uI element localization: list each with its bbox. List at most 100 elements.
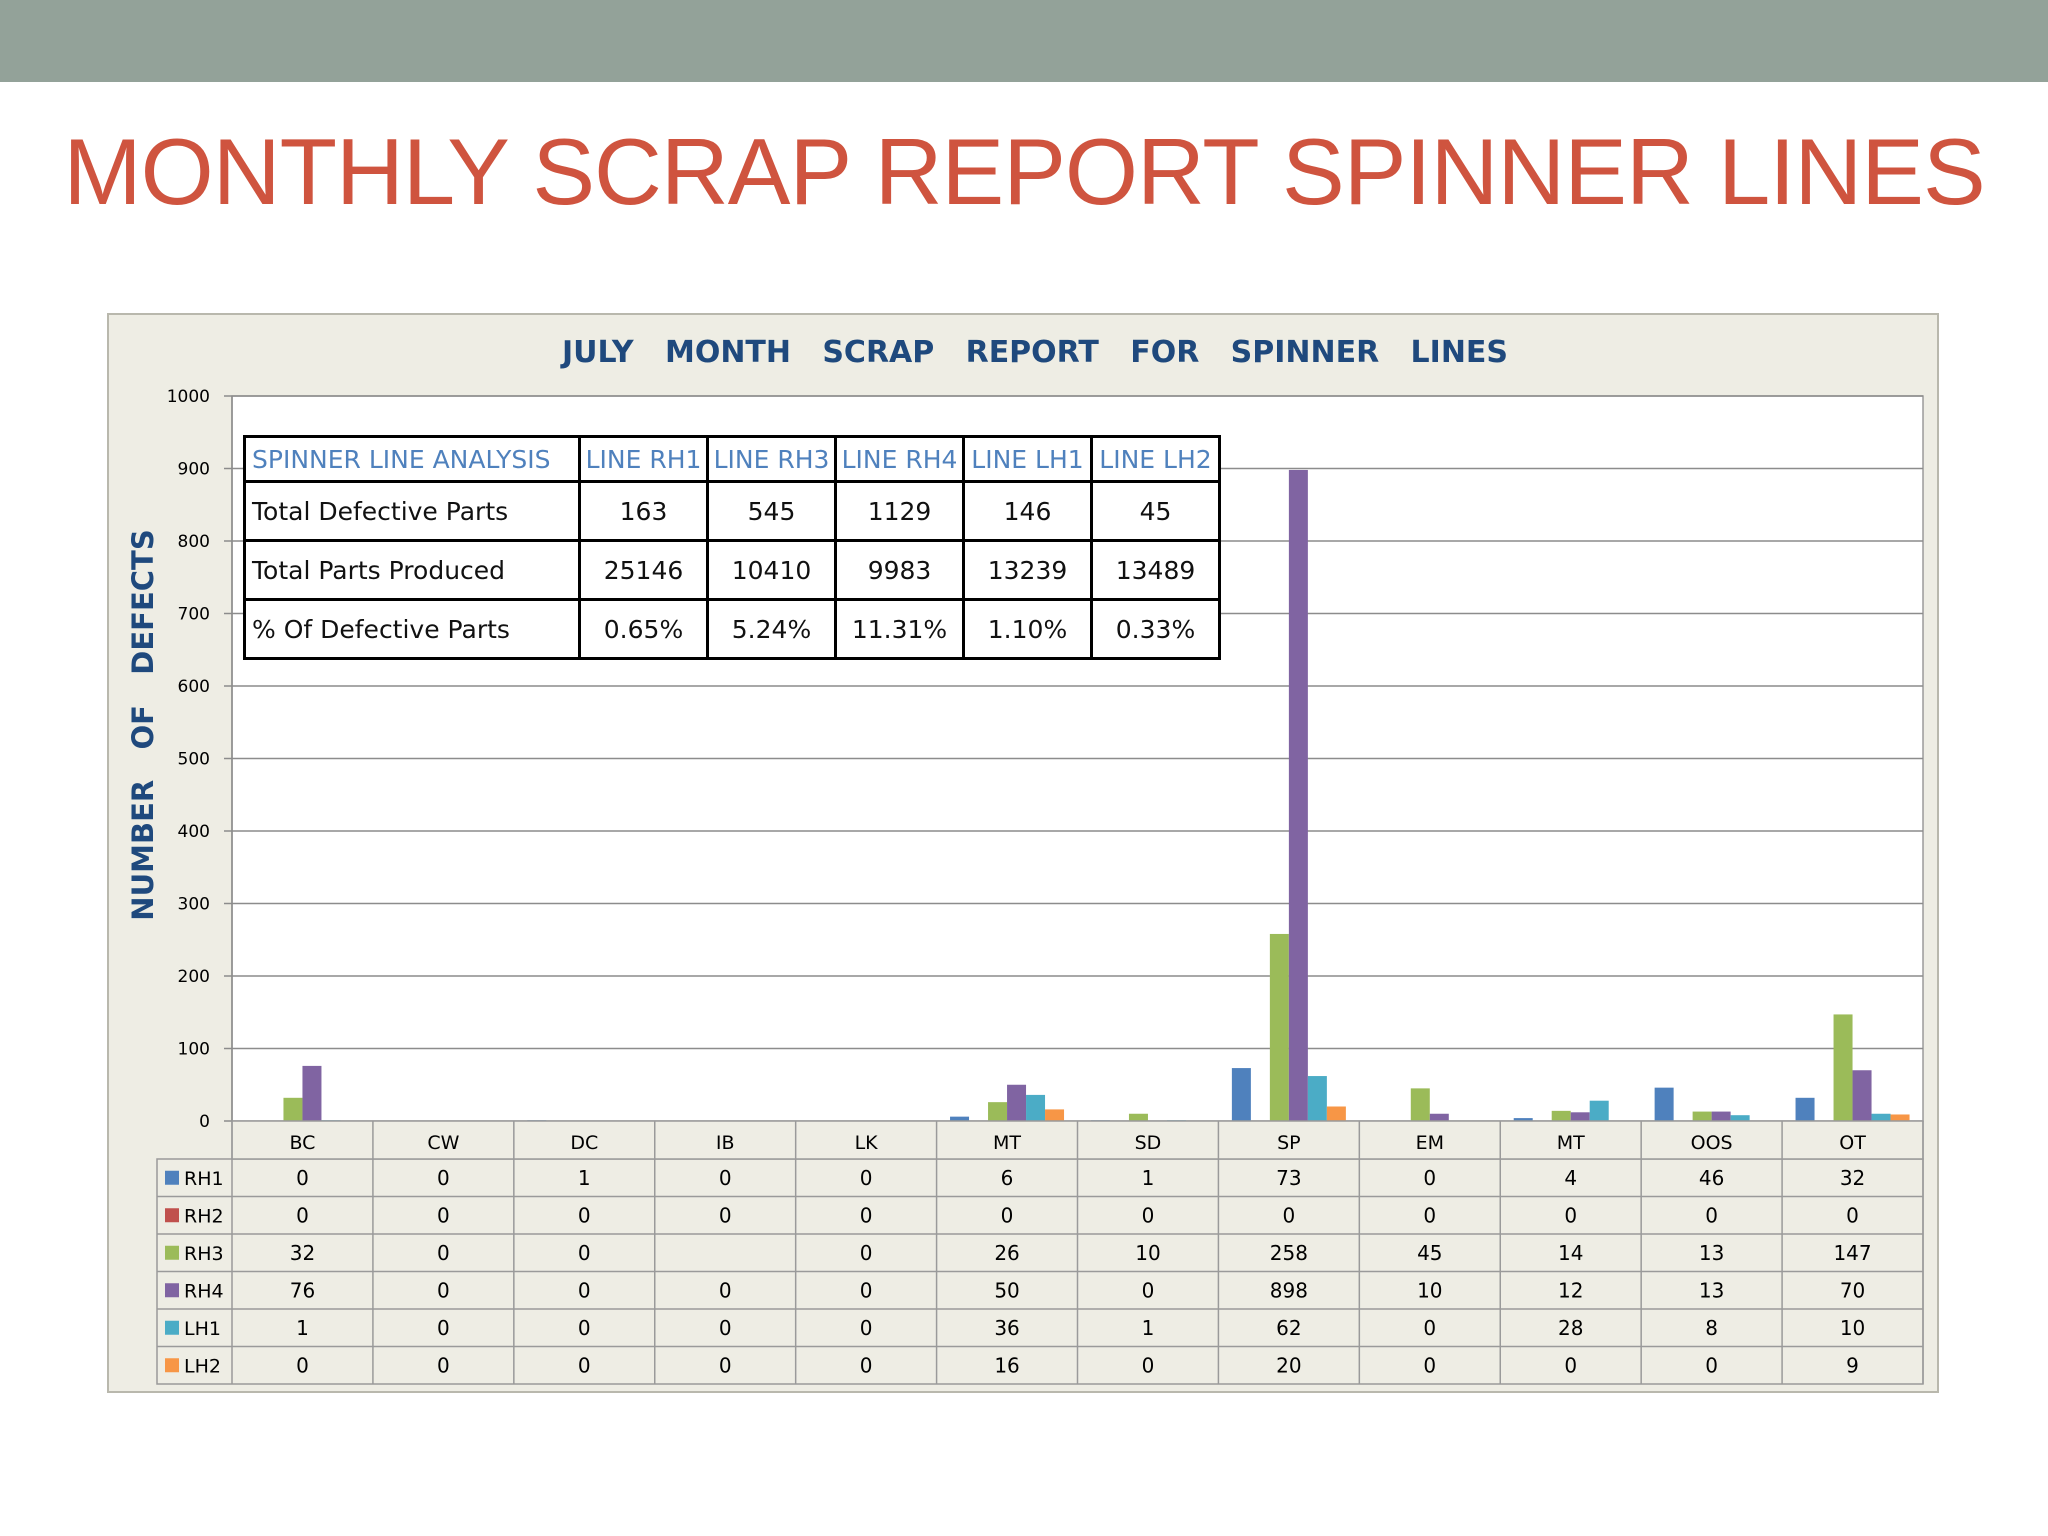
- legend-label: RH1: [184, 1168, 224, 1190]
- summary-cell: 1.10%: [962, 598, 1093, 660]
- data-table-value: 0: [578, 1203, 591, 1227]
- data-table-value: 0: [578, 1353, 591, 1377]
- summary-header-cell: SPINNER LINE ANALYSIS: [243, 435, 581, 483]
- summary-cell: 545: [706, 480, 837, 542]
- bar-lh2: [1890, 1114, 1910, 1121]
- bar-lh2: [1045, 1109, 1065, 1121]
- y-tick-label: 1000: [167, 387, 210, 407]
- data-table-value: 0: [860, 1278, 873, 1302]
- summary-header-cell: LINE RH4: [834, 435, 965, 483]
- bar-rh1: [1231, 1068, 1251, 1121]
- x-category-label: SD: [1135, 1132, 1162, 1154]
- y-tick-label: 500: [178, 750, 210, 770]
- y-axis-ticks: 0 100 200 300 400 500 600 700 800 900 1000: [167, 387, 210, 1132]
- data-table-value: 0: [437, 1203, 450, 1227]
- data-table-value: 0: [719, 1203, 732, 1227]
- bar-rh3: [283, 1097, 303, 1121]
- bar-rh4: [302, 1065, 322, 1121]
- data-table-value: 0: [1142, 1278, 1155, 1302]
- data-table-value: 32: [1840, 1166, 1865, 1190]
- summary-row-label: Total Parts Produced: [243, 539, 581, 601]
- data-table-value: 0: [719, 1316, 732, 1340]
- summary-cell: 11.31%: [834, 598, 965, 660]
- data-table-value: 12: [1558, 1278, 1583, 1302]
- data-table-value: 13: [1699, 1278, 1724, 1302]
- bar-rh1: [1795, 1097, 1815, 1121]
- data-table-value: 0: [437, 1316, 450, 1340]
- data-table-value: 0: [296, 1166, 309, 1190]
- data-table-value: 0: [1564, 1203, 1577, 1227]
- bar-rh1: [950, 1116, 970, 1121]
- bar-rh3: [1551, 1110, 1571, 1121]
- summary-header-cell: LINE LH2: [1090, 435, 1221, 483]
- legend-label: LH2: [184, 1355, 221, 1377]
- data-table-value: 0: [578, 1241, 591, 1265]
- bar-rh3: [988, 1102, 1008, 1121]
- bar-rh4: [1007, 1084, 1027, 1121]
- x-category-label: BC: [289, 1132, 315, 1154]
- legend-label: RH2: [184, 1205, 224, 1227]
- data-table-value: 898: [1270, 1278, 1308, 1302]
- data-table-value: 0: [1423, 1353, 1436, 1377]
- data-table-value: 0: [719, 1353, 732, 1377]
- bar-rh4: [1429, 1113, 1449, 1121]
- summary-header-cell: LINE LH1: [962, 435, 1093, 483]
- data-table-value: 70: [1840, 1278, 1865, 1302]
- data-table-value: 73: [1276, 1166, 1301, 1190]
- data-table-value: 0: [860, 1353, 873, 1377]
- bar-lh1: [1871, 1113, 1891, 1121]
- data-table-value: 0: [1564, 1353, 1577, 1377]
- data-table-value: 10: [1417, 1278, 1442, 1302]
- summary-row-label: Total Defective Parts: [243, 480, 581, 542]
- data-table-value: 0: [1423, 1316, 1436, 1340]
- data-table-value: 0: [1423, 1166, 1436, 1190]
- data-table-value: 0: [1705, 1203, 1718, 1227]
- summary-cell: 13489: [1090, 539, 1221, 601]
- data-table-value: 28: [1558, 1316, 1583, 1340]
- x-category-label: CW: [427, 1132, 459, 1154]
- y-tick-label: 700: [178, 605, 210, 625]
- legend-key-rh4: [165, 1283, 179, 1298]
- data-table-value: 0: [437, 1241, 450, 1265]
- bar-rh4: [1288, 469, 1308, 1121]
- bar-rh4: [1711, 1111, 1731, 1121]
- data-table-value: 0: [578, 1316, 591, 1340]
- y-tick-label: 100: [178, 1040, 210, 1060]
- data-table-value: 0: [860, 1241, 873, 1265]
- data-table-value: 147: [1833, 1241, 1871, 1265]
- data-table-value: 1: [578, 1166, 591, 1190]
- x-category-label: MT: [1557, 1132, 1585, 1154]
- summary-row-total-defective: Total Defective Parts 163 545 1129 146 4…: [243, 480, 1221, 542]
- y-tick-label: 300: [178, 895, 210, 915]
- summary-cell: 9983: [834, 539, 965, 601]
- data-table-value: 4: [1564, 1166, 1577, 1190]
- bar-rh1: [1654, 1087, 1674, 1121]
- bar-rh3: [1128, 1113, 1148, 1121]
- data-table-value: 20: [1276, 1353, 1301, 1377]
- data-table-value: 0: [860, 1203, 873, 1227]
- data-table-value: 258: [1270, 1241, 1308, 1265]
- data-table-value: 0: [719, 1278, 732, 1302]
- y-tick-label: 0: [199, 1112, 210, 1132]
- y-tick-label: 900: [178, 460, 210, 480]
- bar-rh4: [1570, 1112, 1590, 1121]
- data-table-value: 36: [994, 1316, 1019, 1340]
- bar-rh3: [1833, 1014, 1853, 1121]
- data-table-value: 0: [719, 1166, 732, 1190]
- data-table-value: 45: [1417, 1241, 1442, 1265]
- data-table-value: 0: [296, 1203, 309, 1227]
- legend-label: LH1: [184, 1318, 221, 1340]
- chart-title: JULY MONTH SCRAP REPORT FOR SPINNER LINE…: [560, 335, 1508, 370]
- data-table-value: 0: [1846, 1203, 1859, 1227]
- bar-rh1: [1513, 1118, 1533, 1121]
- legend-key-lh1: [165, 1320, 179, 1335]
- summary-cell: 25146: [578, 539, 709, 601]
- legend-label: RH4: [184, 1280, 224, 1302]
- summary-cell: 0.33%: [1090, 598, 1221, 660]
- bar-rh3: [1410, 1088, 1430, 1121]
- x-category-label: IB: [716, 1132, 735, 1154]
- summary-cell: 0.65%: [578, 598, 709, 660]
- summary-header-cell: LINE RH3: [706, 435, 837, 483]
